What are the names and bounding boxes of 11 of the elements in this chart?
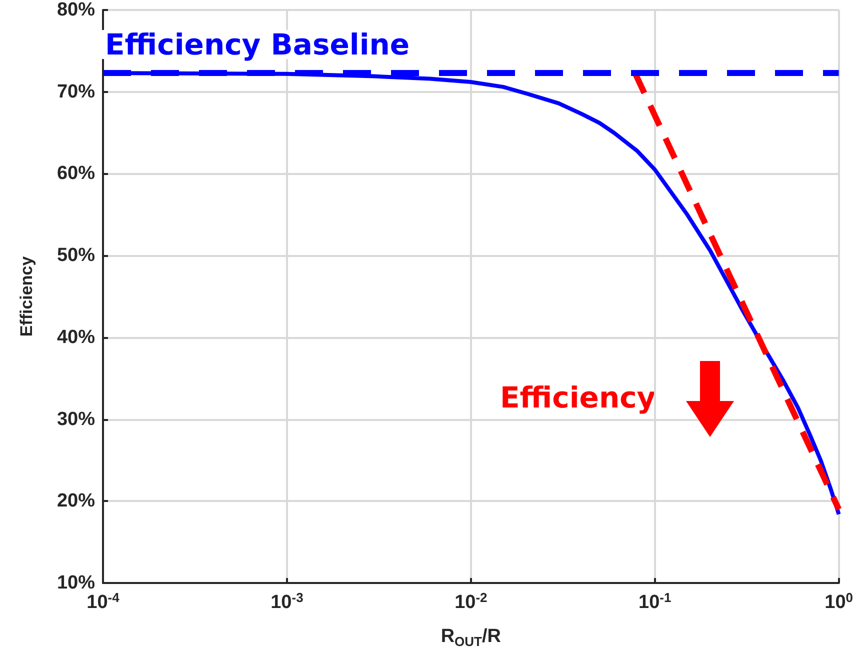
y-tick-label: 70%: [56, 81, 96, 102]
ref-line-label: Efficiency Baseline: [105, 28, 410, 62]
y-tick-label: 10%: [56, 572, 96, 594]
y-tick-label: 20%: [56, 490, 96, 512]
y-tick-label: 30%: [56, 408, 96, 430]
y-tick-label: 50%: [56, 245, 96, 266]
y-tick-label: 40%: [56, 326, 96, 348]
y-axis-title: Efficiency: [17, 256, 36, 337]
annotation: Efficiency: [500, 380, 656, 414]
y-tick-label: 60%: [56, 163, 96, 184]
y-tick-label: 80%: [56, 0, 96, 20]
